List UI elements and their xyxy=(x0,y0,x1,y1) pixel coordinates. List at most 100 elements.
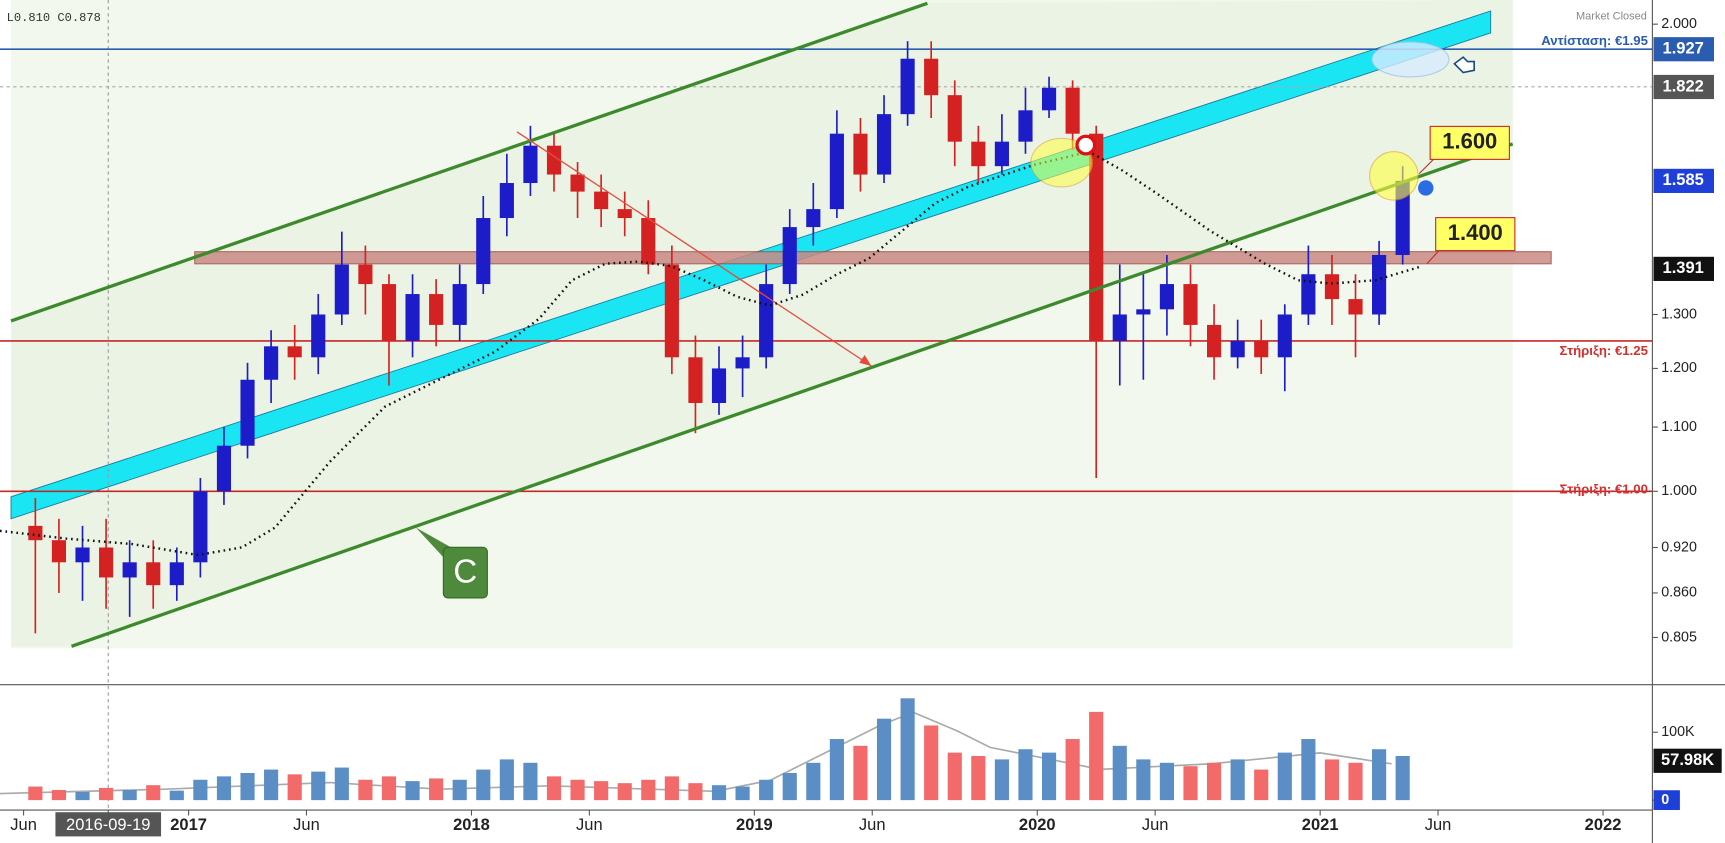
candle-body xyxy=(829,133,844,210)
volume-bar xyxy=(1395,756,1410,801)
volume-bar xyxy=(1041,752,1057,801)
candle-body xyxy=(1065,87,1080,134)
candle-body xyxy=(169,562,184,586)
candle-body xyxy=(1018,110,1033,142)
candle-body xyxy=(876,114,892,175)
volume-bar xyxy=(311,771,326,801)
y-tick-label: 1.100 xyxy=(1661,419,1697,435)
price-label-bg xyxy=(1653,74,1714,100)
candle-body xyxy=(51,540,67,563)
candle-body xyxy=(358,264,373,285)
candle-body xyxy=(1301,274,1316,315)
candle-body xyxy=(287,346,302,358)
candle-body xyxy=(1348,299,1363,315)
candle-body xyxy=(664,264,679,358)
trend-arrow xyxy=(516,131,872,367)
volume-pane xyxy=(0,698,1410,801)
candle-body xyxy=(146,562,161,586)
volume-bar xyxy=(381,776,397,801)
volume-bar xyxy=(617,783,632,801)
volume-bar xyxy=(1018,749,1033,801)
resistance-label: Αντίσταση: €1.95 xyxy=(1541,33,1648,48)
price-label-bg xyxy=(1653,168,1714,193)
volume-bar xyxy=(1372,749,1387,801)
volume-bar xyxy=(1065,739,1080,801)
candle-body xyxy=(122,562,137,578)
volume-bar xyxy=(853,745,868,801)
candle-body xyxy=(1230,340,1245,358)
callout-text: 1.400 xyxy=(1448,220,1503,245)
x-tick-label: Jun xyxy=(10,816,37,834)
candle-body xyxy=(311,314,326,358)
volume-bar xyxy=(1136,759,1151,801)
volume-bar xyxy=(782,772,797,801)
channel-upper xyxy=(10,1,928,323)
volume-bar xyxy=(594,781,609,801)
volume-bar xyxy=(1183,766,1198,801)
crosshair-label-bg xyxy=(55,812,162,837)
x-tick-label: 2016-09-19 xyxy=(66,816,150,834)
market-status: Market Closed xyxy=(1576,10,1647,22)
support-label: Στήριξη: €1.00 xyxy=(1560,482,1648,497)
candle-body xyxy=(1254,340,1269,358)
y-tick-label: 1.200 xyxy=(1661,360,1697,376)
volume-bar xyxy=(759,779,774,801)
x-tick-label: 2018 xyxy=(453,816,490,834)
candle-body xyxy=(1324,274,1340,300)
volume-bar xyxy=(711,785,727,801)
x-tick-label: Jun xyxy=(293,816,320,834)
marker-icon xyxy=(1075,134,1097,156)
volume-bar xyxy=(405,781,420,801)
level-lines xyxy=(0,48,1653,493)
volume-bar xyxy=(806,762,821,801)
volume-bar xyxy=(122,789,137,801)
x-tick-label: Jun xyxy=(576,816,603,834)
y-tick-label: 1.000 xyxy=(1661,483,1697,499)
candle-body xyxy=(216,445,232,492)
candle-body xyxy=(570,174,585,192)
volume-bar xyxy=(499,759,514,801)
candle-body xyxy=(688,357,703,403)
volume-bar xyxy=(287,774,302,801)
candle-body xyxy=(711,368,727,403)
callout-pointer xyxy=(1426,250,1440,265)
volume-tick-label: 0 xyxy=(1661,792,1669,808)
callout-pointer xyxy=(415,527,452,559)
candle-body xyxy=(429,294,444,325)
volume-label: 57.98K xyxy=(1661,751,1714,769)
candle-body xyxy=(641,218,656,265)
highlight-ellipse xyxy=(1371,41,1450,78)
y-tick-label: 0.920 xyxy=(1661,539,1697,555)
callout-pointer xyxy=(1418,158,1434,175)
volume-bar xyxy=(146,785,161,801)
candle-body xyxy=(806,209,821,228)
volume-bar xyxy=(28,786,43,801)
volume-bar xyxy=(476,769,491,801)
volume-bar xyxy=(1112,745,1127,801)
candle-body xyxy=(28,525,43,541)
drawings: 1.600 1.400 C Αντίσταση: €1.95 Στήριξη: … xyxy=(0,1,1648,648)
candle-body xyxy=(264,346,279,380)
candle-body xyxy=(994,141,1009,167)
volume-bar xyxy=(664,776,679,801)
volume-average xyxy=(0,711,1392,795)
price-label: 1.585 xyxy=(1663,171,1704,189)
volume-bar xyxy=(994,759,1009,801)
candle-body xyxy=(523,145,538,184)
candle-body xyxy=(594,191,609,210)
candle-body xyxy=(924,58,939,96)
candle-body xyxy=(193,491,208,563)
volume-bar xyxy=(1159,762,1174,801)
volume-bar xyxy=(900,698,915,801)
hand-icon xyxy=(1453,56,1475,74)
candle-body xyxy=(1372,254,1387,315)
volume-bar xyxy=(570,779,585,801)
candle-body xyxy=(1206,324,1222,358)
price-label: 1.927 xyxy=(1663,40,1704,58)
y-tick-label: 0.805 xyxy=(1661,629,1697,645)
volume-tick-label: 100K xyxy=(1661,724,1695,740)
candle-body xyxy=(971,141,986,167)
volume-bar xyxy=(429,778,444,801)
candle-body xyxy=(1136,309,1151,315)
y-tick-label: 0.860 xyxy=(1661,585,1697,601)
